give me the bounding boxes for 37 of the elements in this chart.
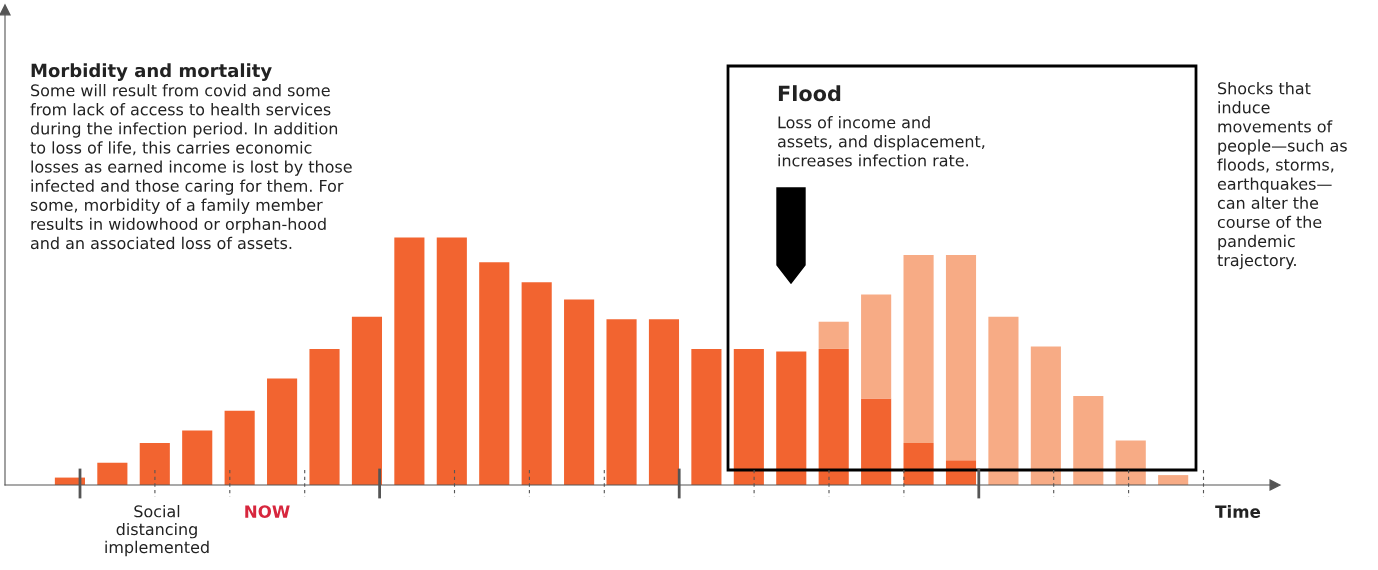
bar (945, 254, 977, 461)
bar (1030, 346, 1061, 485)
text: Social distancing implemented (105, 505, 209, 557)
bar (479, 262, 510, 485)
bar (903, 254, 934, 443)
bar (309, 348, 340, 485)
bar (224, 410, 255, 485)
bar (436, 237, 467, 485)
bar (733, 348, 764, 485)
bar (818, 348, 849, 485)
bar (776, 351, 807, 485)
text: Flood (778, 85, 841, 102)
bar (648, 319, 680, 485)
text: Shocks that induce movements of people—such as floods, storms, earthquakes— can alter the course of the pandemic trajectory. (1217, 82, 1347, 270)
chart-title: Morbidity and mortality (31, 63, 272, 81)
bar (97, 462, 128, 485)
bar (139, 442, 170, 485)
bar (1158, 475, 1189, 485)
x-axis-title: Time (1215, 505, 1261, 518)
bar (861, 294, 892, 399)
text: Some will result from covid and some from lack of access to health services during the infection period. In addition to loss of life, this carries economic losses as earned income is lost by those infected and those caring for them. For some, morbidity of a family member results in widowhood or orphan-hood and an associated loss of assets. (30, 84, 352, 250)
bar (818, 321, 849, 349)
bar (1073, 395, 1104, 485)
bar (606, 319, 637, 485)
text: Loss of income and assets, and displacement, increases infection rate. (777, 116, 985, 167)
bar (903, 442, 934, 485)
bar (691, 348, 722, 485)
bar (1115, 440, 1146, 485)
bar (394, 237, 425, 485)
bar (182, 430, 213, 485)
bar (988, 316, 1019, 485)
bar (267, 378, 298, 485)
bar (861, 398, 892, 485)
bar (351, 316, 383, 485)
text: NOW (245, 505, 290, 518)
bar (564, 299, 595, 485)
bar (521, 282, 552, 485)
